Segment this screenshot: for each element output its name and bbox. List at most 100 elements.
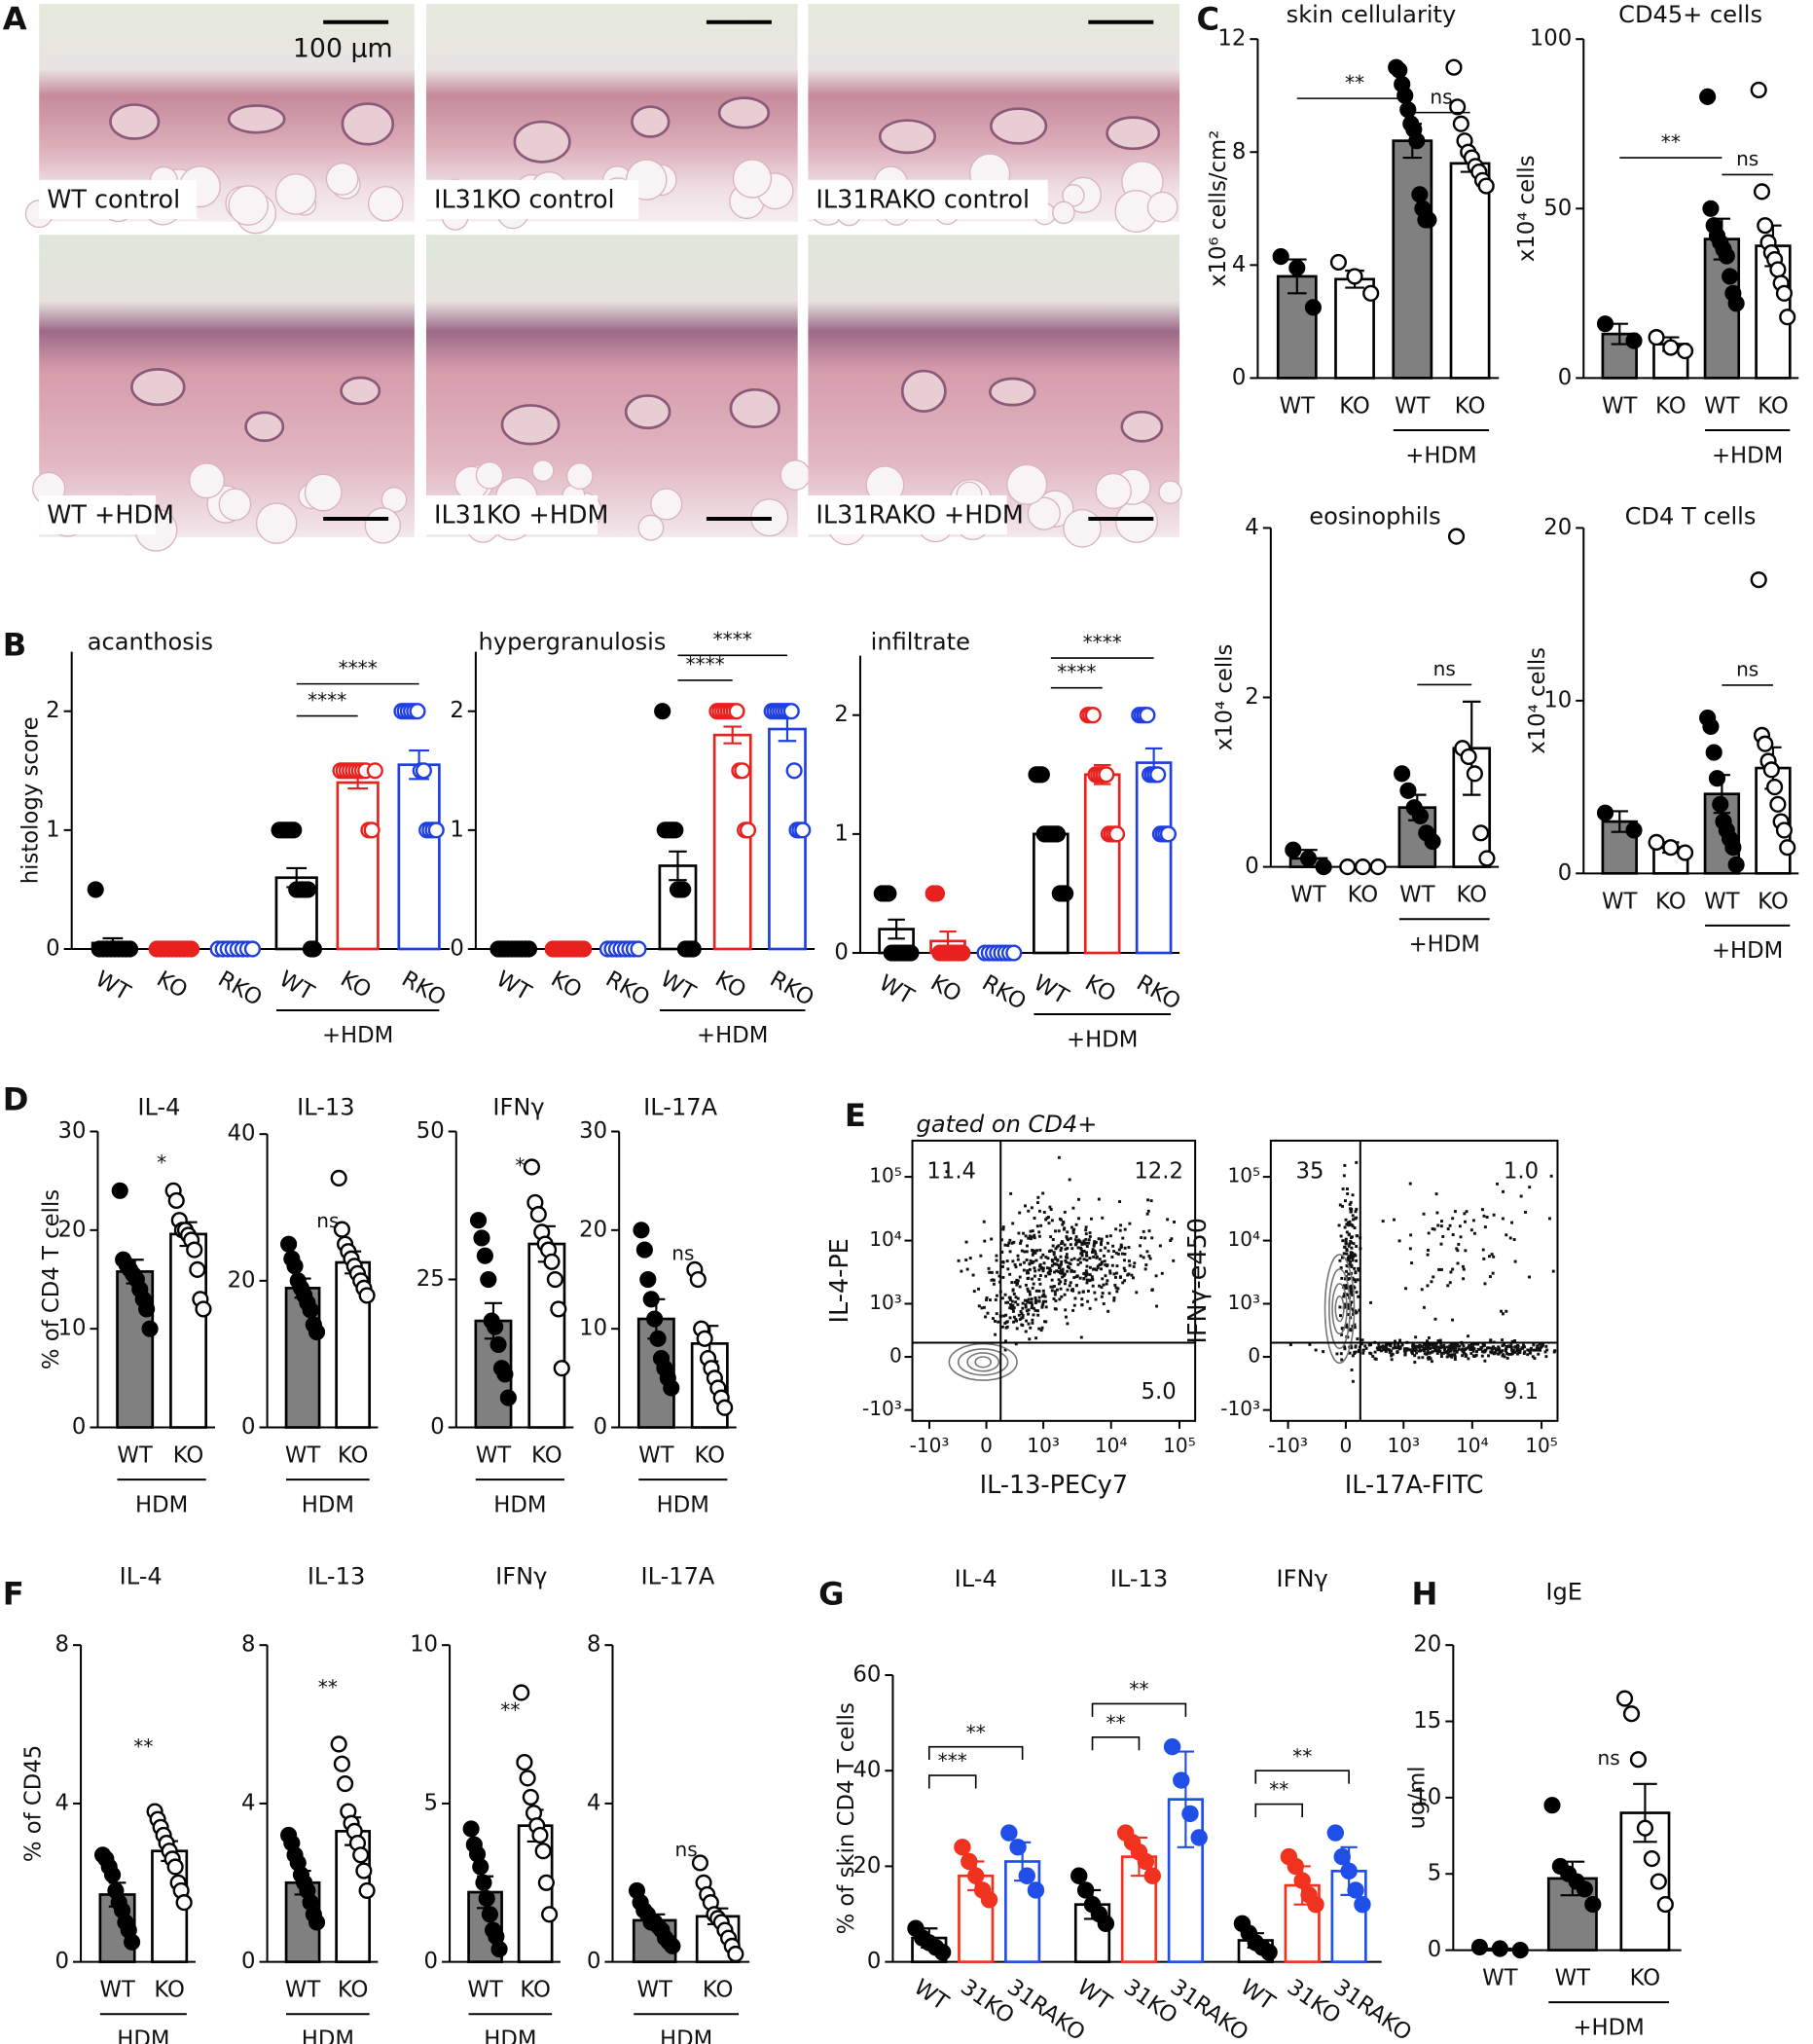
event-dot (1023, 1250, 1027, 1254)
data-point (1097, 1915, 1115, 1933)
event-dot (1009, 1191, 1013, 1195)
data-point (1445, 58, 1463, 76)
event-dot (1022, 1268, 1026, 1272)
event-dot (968, 1257, 972, 1260)
event-dot (1409, 1233, 1413, 1237)
event-dot (1051, 1238, 1055, 1241)
event-dot (1539, 1346, 1542, 1349)
event-dot (1521, 1346, 1525, 1350)
significance-label: * (157, 1150, 166, 1174)
event-dot (1001, 1227, 1005, 1231)
event-dot (1439, 1242, 1443, 1246)
fat-cell (1027, 496, 1061, 530)
event-dot (1052, 1262, 1056, 1266)
event-dot (1398, 1338, 1402, 1342)
data-point (1750, 81, 1767, 98)
event-dot (1091, 1250, 1094, 1254)
event-dot (1455, 1343, 1459, 1347)
event-dot (1524, 1210, 1528, 1214)
event-dot (1118, 1276, 1122, 1279)
event-dot (1008, 1272, 1012, 1276)
event-dot (1037, 1234, 1041, 1238)
event-dot (1101, 1216, 1105, 1220)
y-tick-label: 20 (1543, 515, 1572, 540)
event-dot (1101, 1292, 1105, 1296)
event-dot (1349, 1253, 1353, 1257)
event-dot (1481, 1350, 1485, 1354)
event-dot (999, 1238, 1003, 1242)
event-dot (1349, 1239, 1353, 1243)
x-tick-label: 10³ (1387, 1434, 1420, 1457)
event-dot (1012, 1292, 1016, 1296)
event-dot (1464, 1220, 1467, 1223)
x-tick-label: WT (1030, 970, 1073, 1010)
data-point (1708, 770, 1726, 787)
data-point (305, 940, 322, 958)
x-tick-label: KO (547, 967, 586, 1004)
event-dot (1420, 1288, 1424, 1292)
panel-label: C (1196, 0, 1219, 37)
event-dot (979, 1254, 983, 1258)
event-dot (1008, 1250, 1012, 1254)
event-dot (1425, 1345, 1429, 1349)
data-point (121, 940, 139, 958)
event-dot (1015, 1319, 1019, 1323)
event-dot (1114, 1286, 1118, 1290)
event-dot (1410, 1350, 1414, 1354)
event-dot (1353, 1226, 1357, 1230)
data-point (529, 1206, 547, 1223)
event-dot (1335, 1352, 1339, 1356)
event-dot (1490, 1350, 1494, 1354)
event-dot (1028, 1262, 1032, 1265)
data-point (716, 1399, 734, 1416)
fat-cell (1052, 201, 1075, 225)
event-dot (1473, 1342, 1477, 1346)
event-dot (1343, 1286, 1347, 1290)
fat-cell (531, 459, 555, 483)
data-point (522, 1788, 539, 1806)
label-box (425, 494, 598, 535)
event-dot (1075, 1240, 1078, 1244)
event-dot (1345, 1187, 1349, 1190)
data-point (523, 1158, 541, 1176)
event-dot (1058, 1297, 1062, 1301)
label-box (39, 179, 198, 219)
event-dot (1458, 1224, 1462, 1228)
event-dot (1032, 1282, 1035, 1286)
event-dot (1507, 1344, 1511, 1348)
event-dot (1070, 1225, 1073, 1229)
event-dot (1430, 1343, 1433, 1347)
event-dot (1105, 1282, 1108, 1286)
data-point (967, 1867, 985, 1884)
significance-bracket (927, 1745, 1024, 1761)
event-dot (1535, 1346, 1539, 1350)
event-dot (1354, 1309, 1358, 1313)
y-axis-label: histology score (18, 716, 44, 884)
contour (974, 1356, 993, 1369)
event-dot (1351, 1354, 1355, 1358)
event-dot (1041, 1299, 1045, 1303)
event-dot (1414, 1335, 1418, 1339)
event-dot (1016, 1254, 1020, 1258)
event-dot (1130, 1273, 1134, 1277)
event-dot (1451, 1217, 1455, 1221)
event-dot (1036, 1195, 1040, 1199)
event-dot (1538, 1342, 1541, 1346)
label-box (425, 179, 639, 219)
event-dot (1534, 1348, 1537, 1352)
event-dot (1551, 1269, 1555, 1273)
x-tick-label: WT (1236, 1975, 1280, 2016)
event-dot (1351, 1276, 1355, 1280)
event-dot (1472, 1355, 1476, 1359)
event-dot (1350, 1369, 1354, 1371)
event-dot (1417, 1349, 1421, 1353)
event-dot (1058, 1266, 1061, 1270)
event-dot (1066, 1269, 1070, 1273)
event-dot (1092, 1244, 1096, 1248)
event-dot (1014, 1317, 1018, 1321)
data-point (1137, 1852, 1155, 1871)
y-tick-label: 0 (430, 1414, 444, 1440)
event-dot (1069, 1262, 1072, 1266)
x-tick-label: WT (1482, 1966, 1517, 1991)
event-dot (1089, 1278, 1093, 1282)
